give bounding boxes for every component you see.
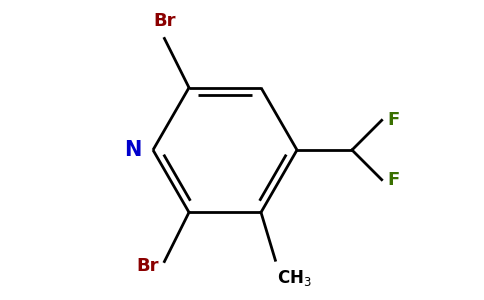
Text: F: F	[388, 171, 400, 189]
Text: Br: Br	[136, 256, 158, 274]
Text: N: N	[123, 140, 141, 160]
Text: CH$_3$: CH$_3$	[277, 268, 312, 288]
Text: Br: Br	[153, 13, 176, 31]
Text: F: F	[388, 111, 400, 129]
